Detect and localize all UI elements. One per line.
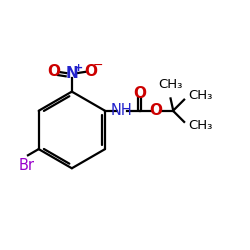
Text: −: − (92, 59, 103, 72)
Text: O: O (84, 64, 97, 79)
Text: CH₃: CH₃ (188, 90, 213, 102)
Text: CH₃: CH₃ (158, 78, 183, 91)
Text: N: N (66, 66, 78, 80)
Text: CH₃: CH₃ (188, 119, 213, 132)
Text: +: + (74, 63, 83, 73)
Text: O: O (47, 64, 60, 79)
Text: NH: NH (110, 103, 132, 118)
Text: O: O (149, 103, 162, 118)
Text: Br: Br (19, 158, 35, 173)
Text: O: O (133, 86, 146, 101)
